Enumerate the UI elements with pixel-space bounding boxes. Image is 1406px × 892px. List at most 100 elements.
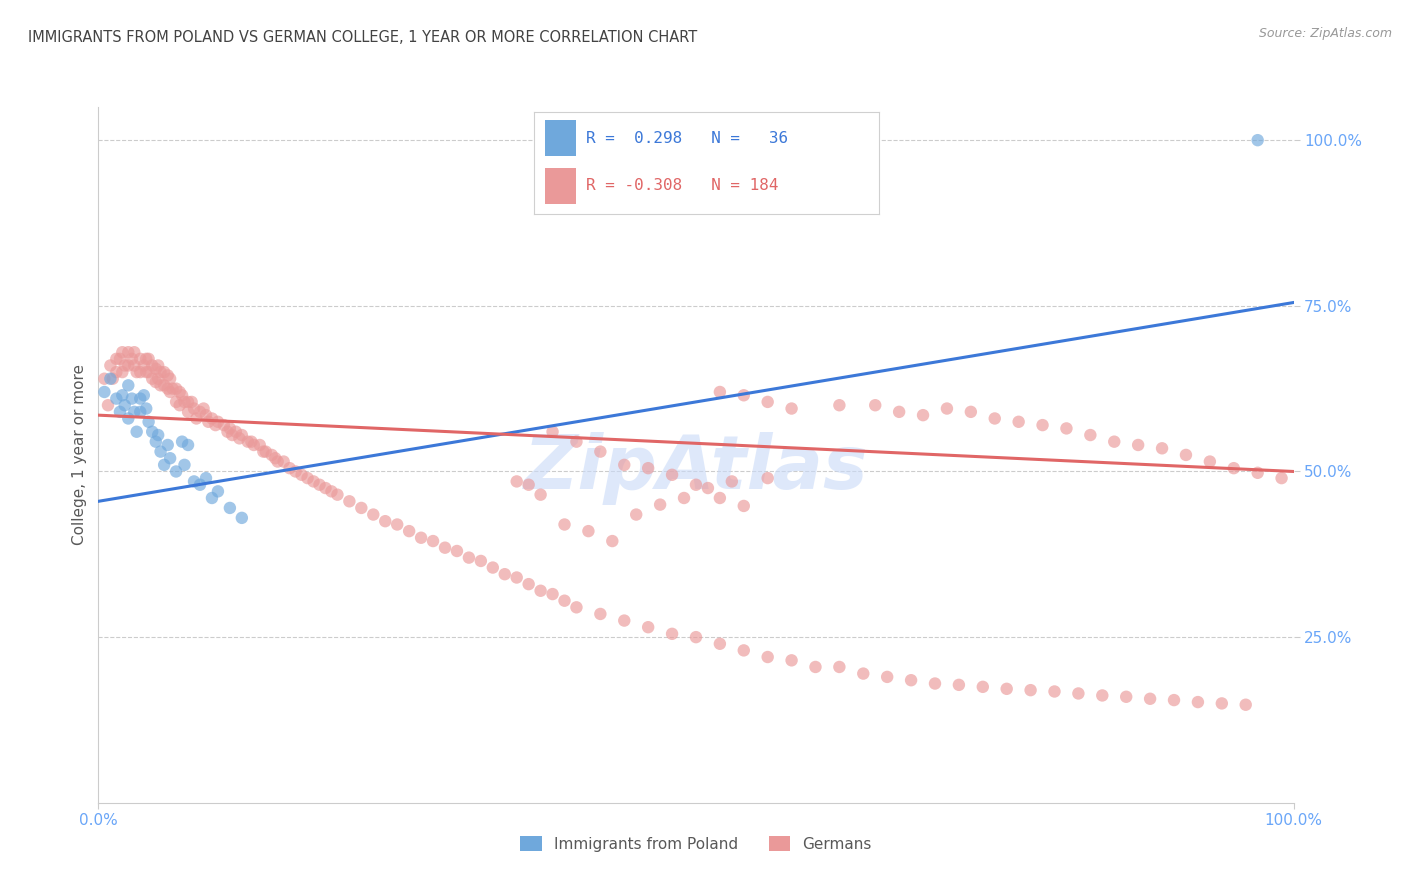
- Point: [565, 600, 588, 615]
- Point: [125, 425, 148, 439]
- Point: [212, 418, 235, 433]
- Point: [149, 365, 172, 379]
- Point: [900, 673, 922, 688]
- Point: [1008, 415, 1031, 429]
- Point: [135, 351, 157, 366]
- Point: [1175, 448, 1198, 462]
- Point: [948, 678, 970, 692]
- Point: [201, 491, 224, 505]
- Point: [446, 544, 468, 558]
- Point: [339, 494, 361, 508]
- Point: [648, 498, 672, 512]
- Point: [685, 477, 707, 491]
- Point: [183, 475, 205, 489]
- Point: [911, 408, 934, 422]
- Point: [114, 398, 136, 412]
- Point: [589, 607, 612, 621]
- Y-axis label: College, 1 year or more: College, 1 year or more: [72, 365, 87, 545]
- Point: [541, 425, 564, 439]
- Point: [124, 405, 146, 419]
- Point: [225, 425, 247, 439]
- Point: [201, 411, 224, 425]
- Point: [613, 458, 636, 472]
- Point: [172, 388, 194, 402]
- Point: [278, 461, 301, 475]
- Point: [308, 477, 330, 491]
- Point: [321, 484, 343, 499]
- Point: [733, 388, 755, 402]
- Point: [984, 411, 1007, 425]
- Point: [207, 484, 229, 499]
- Point: [177, 438, 200, 452]
- Point: [254, 444, 277, 458]
- Bar: [544, 120, 575, 155]
- Point: [1234, 698, 1257, 712]
- Point: [260, 448, 283, 462]
- Point: [145, 361, 167, 376]
- Point: [111, 345, 134, 359]
- Point: [135, 401, 157, 416]
- Point: [709, 491, 731, 505]
- Point: [828, 398, 851, 412]
- Point: [132, 388, 155, 402]
- Point: [889, 405, 911, 419]
- Point: [422, 534, 444, 549]
- Point: [148, 359, 170, 373]
- Point: [219, 421, 242, 435]
- Point: [117, 359, 139, 373]
- Point: [132, 359, 155, 373]
- Point: [411, 531, 433, 545]
- Point: [98, 359, 122, 373]
- Point: [709, 637, 731, 651]
- Point: [129, 351, 152, 366]
- Point: [105, 351, 128, 366]
- Point: [273, 454, 295, 468]
- Point: [1199, 454, 1222, 468]
- Point: [141, 425, 163, 439]
- Point: [876, 670, 898, 684]
- Point: [195, 471, 218, 485]
- Point: [108, 351, 131, 366]
- Point: [149, 378, 172, 392]
- Point: [135, 365, 157, 379]
- Point: [97, 398, 120, 412]
- Point: [156, 368, 179, 383]
- Point: [193, 401, 215, 416]
- Point: [117, 411, 139, 425]
- Point: [228, 431, 250, 445]
- Point: [517, 477, 540, 491]
- Point: [852, 666, 875, 681]
- Point: [240, 434, 263, 449]
- Point: [1211, 697, 1233, 711]
- Legend: Immigrants from Poland, Germans: Immigrants from Poland, Germans: [515, 830, 877, 858]
- Point: [960, 405, 983, 419]
- Point: [1104, 434, 1126, 449]
- Point: [613, 614, 636, 628]
- Point: [733, 643, 755, 657]
- Point: [197, 415, 219, 429]
- Point: [637, 620, 659, 634]
- Point: [470, 554, 492, 568]
- Point: [219, 500, 242, 515]
- Point: [780, 653, 803, 667]
- Point: [138, 365, 160, 379]
- Point: [733, 499, 755, 513]
- Point: [828, 660, 851, 674]
- Point: [173, 395, 195, 409]
- Point: [159, 451, 181, 466]
- Point: [117, 345, 139, 359]
- Point: [105, 392, 128, 406]
- Bar: [544, 168, 575, 204]
- Point: [297, 471, 319, 485]
- Point: [530, 488, 553, 502]
- Point: [183, 401, 205, 416]
- Point: [936, 401, 959, 416]
- Point: [972, 680, 994, 694]
- Point: [626, 508, 648, 522]
- Point: [363, 508, 385, 522]
- Point: [398, 524, 420, 538]
- Point: [1247, 133, 1270, 147]
- Point: [721, 475, 744, 489]
- Point: [141, 372, 163, 386]
- Point: [129, 365, 152, 379]
